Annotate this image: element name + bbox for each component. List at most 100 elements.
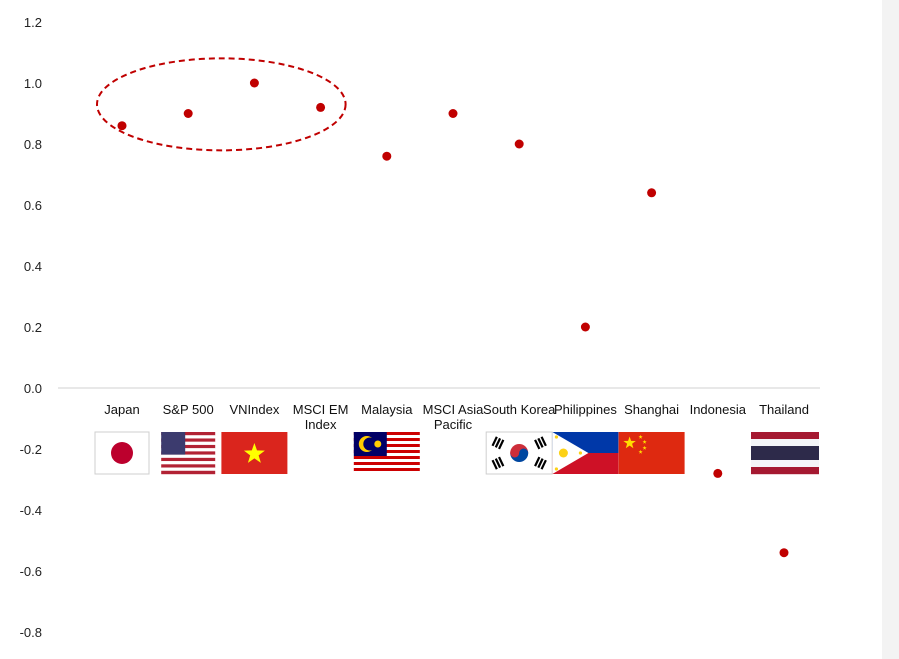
malaysia-flag	[353, 432, 420, 475]
data-point-indonesia	[713, 468, 723, 478]
flag-trigram-bar	[494, 458, 502, 469]
flag-star	[638, 449, 643, 454]
flag-trigram-bar	[534, 439, 541, 450]
flag-stripe	[161, 467, 216, 471]
x-tick-label-philippines: Philippines	[554, 402, 617, 417]
data-point-sandp-500	[183, 109, 193, 118]
x-tick-label-malaysia: Malaysia	[361, 402, 413, 417]
flag-stripe	[161, 444, 216, 449]
flag-trigram-bar	[491, 459, 498, 470]
x-tick-label-japan: Japan	[104, 402, 139, 417]
flag-trigram	[534, 436, 547, 450]
annotation-dashed-ellipse	[96, 57, 347, 152]
data-point-vnindex	[249, 78, 259, 88]
flag-stripe	[353, 468, 420, 472]
flag-trigram-bar	[540, 436, 547, 447]
flag-stripe	[161, 454, 216, 459]
flag-sun	[374, 440, 382, 448]
x-tick-label-msci-asia-pacific: Pacific	[434, 417, 473, 432]
data-point-thailand	[779, 548, 789, 558]
flag-trigram-bar	[494, 437, 502, 448]
china-flag	[618, 432, 685, 474]
x-tick-label-sandp-500: S&P 500	[163, 402, 214, 417]
flag-trigram	[491, 456, 505, 470]
flag-crescent-inner	[363, 437, 377, 451]
flag-star	[623, 436, 636, 449]
flag-stripe	[161, 461, 216, 465]
flag-stripe	[353, 465, 420, 469]
x-tick-label-msci-em-index: Index	[305, 417, 337, 432]
flag-stripe	[751, 446, 819, 461]
data-point-msci-asia-pacific	[448, 109, 458, 118]
flag-stripe	[161, 441, 216, 446]
thailand-flag	[751, 432, 819, 475]
flag-trigram-bar	[534, 456, 541, 467]
flag-stripe	[751, 460, 819, 468]
flag-stripe	[161, 438, 216, 442]
data-point-japan	[117, 121, 127, 131]
flag-star	[578, 451, 583, 455]
flag-stripe	[353, 459, 420, 463]
x-tick-label-vnindex: VNIndex	[229, 402, 279, 417]
flag-star	[243, 443, 265, 463]
flag-trigram-bar	[498, 439, 505, 450]
data-point-philippines	[580, 322, 590, 332]
usa-flag	[161, 432, 216, 475]
flag-stripe	[161, 451, 216, 455]
flag-field	[618, 432, 685, 474]
data-point-msci-em-index	[316, 102, 326, 112]
flag-stripe	[161, 464, 216, 468]
flag-taegeuk-swirl-b	[519, 448, 529, 458]
flag-stripe	[751, 467, 819, 475]
y-tick-label: 1.0	[24, 76, 42, 91]
flag-star	[554, 467, 559, 471]
flag-stripe	[751, 432, 819, 440]
flag-triangle	[552, 432, 589, 474]
y-tick-label: -0.4	[20, 503, 42, 518]
y-tick-label: -0.6	[20, 564, 42, 579]
flag-disc	[111, 442, 133, 464]
flag-star	[638, 434, 643, 439]
flag-trigram-bar	[540, 459, 547, 470]
flag-trigram	[491, 436, 505, 450]
flag-stripe	[161, 457, 216, 462]
data-point-shanghai	[647, 188, 657, 198]
flag-star	[642, 439, 647, 444]
flag-trigram-bar	[498, 456, 505, 467]
y-tick-label: 0.8	[24, 137, 42, 152]
flag-stripe	[751, 439, 819, 447]
y-tick-label: 0.4	[24, 259, 42, 274]
flag-stripe	[161, 435, 216, 439]
flag-stripe	[353, 471, 420, 475]
y-tick-label: 1.2	[24, 15, 42, 30]
flag-sun	[558, 448, 568, 458]
right-edge-strip	[882, 0, 899, 659]
flag-canton	[161, 432, 186, 455]
flag-trigram-bar	[537, 458, 544, 469]
x-tick-label-south-korea: South Korea	[483, 402, 556, 417]
data-point-malaysia	[382, 151, 392, 161]
japan-flag	[94, 431, 150, 475]
x-tick-label-msci-em-index: MSCI EM	[293, 402, 349, 417]
y-tick-label: 0.6	[24, 198, 42, 213]
flag-stripe	[353, 462, 420, 466]
flag-trigram	[534, 456, 547, 470]
philippines-flag	[552, 432, 619, 474]
south-korea-flag	[485, 431, 553, 475]
flag-stripe	[161, 470, 216, 475]
vietnam-flag	[221, 432, 288, 474]
y-tick-label: -0.2	[20, 442, 42, 457]
flag-stripe	[161, 432, 216, 436]
y-tick-label: -0.8	[20, 625, 42, 640]
x-tick-label-shanghai: Shanghai	[624, 402, 679, 417]
y-tick-label: 0.0	[24, 381, 42, 396]
flag-trigram-bar	[537, 437, 544, 448]
flag-star	[554, 435, 559, 439]
flag-stripe	[353, 456, 420, 460]
flag-taegeuk-swirl-a	[510, 448, 520, 458]
flag-star	[642, 445, 647, 450]
x-tick-label-indonesia: Indonesia	[690, 402, 747, 417]
x-tick-label-thailand: Thailand	[759, 402, 809, 417]
